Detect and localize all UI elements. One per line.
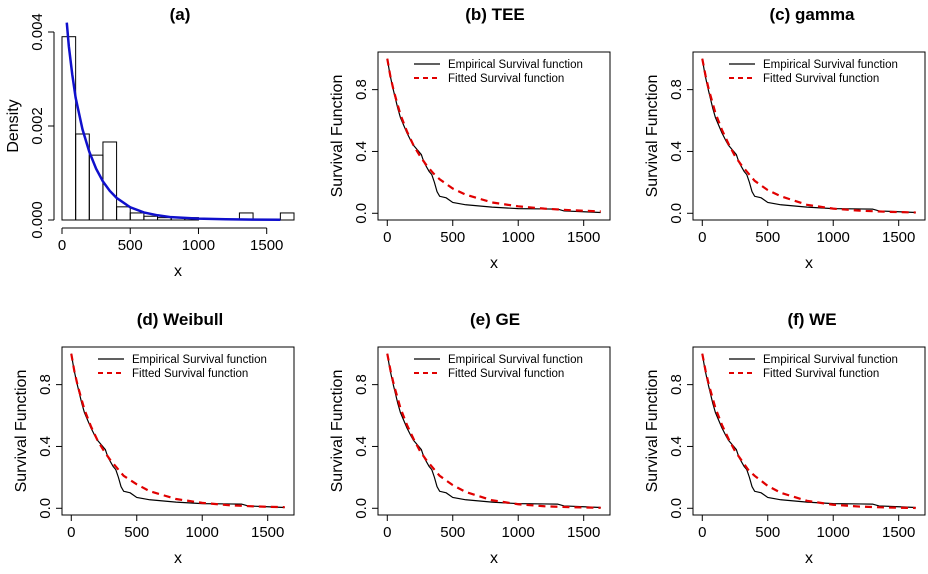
fitted-survival-line [70,353,285,509]
panel-title: (a) [170,5,191,24]
y-tick-label: 0.0 [37,498,54,519]
y-tick-label: 0.002 [29,107,46,145]
x-tick-label: 500 [440,229,465,246]
plot-box [692,51,926,221]
empirical-survival-line [386,353,601,509]
y-tick-label: 0.0 [353,498,370,519]
histogram-bar [61,36,77,221]
plot-box [61,346,295,516]
legend-entry: Fitted Survival function [763,368,879,380]
legend-entry: Empirical Survival function [448,59,583,71]
x-tick-label: 500 [755,524,780,541]
x-axis-label: x [805,550,813,567]
x-tick-label: 500 [755,229,780,246]
x-axis-label: x [805,255,813,272]
panel-title: (d) Weibull [137,310,224,329]
y-tick-label: 0.0 [668,498,685,519]
x-tick-label: 1500 [251,524,284,541]
y-axis-label: Survival Function [644,370,661,493]
x-tick-label: 0 [383,524,391,541]
density-curve [65,22,281,222]
fitted-survival-line [386,58,601,213]
y-axis-label: Density [5,99,22,152]
x-tick-label: 0 [698,524,706,541]
panel-e: (e) GE 0 500 1000 1500 0.0 0.4 0.8 x Survival Fun… [329,310,611,567]
panel-title: (f) WE [787,310,836,329]
legend-entry: Fitted Survival function [448,368,564,380]
legend-entry: Empirical Survival function [763,354,898,366]
x-tick-label: 1500 [567,229,600,246]
x-tick-label: 1000 [502,229,535,246]
plot-box [377,51,611,221]
y-axis-label: Survival Function [329,75,346,198]
panel-d: (d) Weibull 0 500 1000 1500 0.0 0.4 0.8 x Surviva… [13,310,295,567]
x-tick-label: 1500 [882,524,915,541]
y-tick-label: 0.4 [353,436,370,457]
y-tick-label: 0.004 [29,13,46,51]
x-tick-label: 500 [440,524,465,541]
y-axis-label: Survival Function [329,370,346,493]
legend-entry: Empirical Survival function [448,354,583,366]
histogram-bar [143,215,159,221]
y-tick-label: 0.0 [668,203,685,224]
legend-entry: Fitted Survival function [763,73,879,85]
y-tick-label: 0.4 [37,436,54,457]
x-tick-label: 1000 [182,237,215,254]
legend-entry: Empirical Survival function [763,59,898,71]
histogram-bar [279,212,295,221]
x-tick-label: 1000 [817,524,850,541]
x-tick-label: 1000 [502,524,535,541]
x-axis-label: x [174,550,182,567]
empirical-survival-line [701,353,916,509]
y-tick-label: 0.0 [353,203,370,224]
x-axis-label: x [174,263,182,280]
x-tick-label: 1000 [817,229,850,246]
empirical-survival-line [386,58,601,214]
panel-b: (b) TEE 0 500 1000 1500 0.0 0.4 0.8 x Survival Fu… [329,5,611,272]
plot-box [377,346,611,516]
x-tick-label: 500 [118,237,143,254]
y-tick-label: 0.8 [668,374,685,395]
x-axis-label: x [490,255,498,272]
y-axis-label: Survival Function [13,370,30,493]
x-tick-label: 0 [67,524,75,541]
panel-f: (f) WE 0 500 1000 1500 0.0 0.4 0.8 x Survival Fun… [644,310,926,567]
panel-title: (e) GE [470,310,520,329]
fitted-survival-line [701,353,916,510]
histogram-bar [102,141,118,221]
histogram-bar [88,154,104,221]
legend-entry: Fitted Survival function [132,368,248,380]
x-tick-label: 0 [58,237,66,254]
x-tick-label: 1500 [567,524,600,541]
y-tick-label: 0.8 [353,79,370,100]
y-tick-label: 0.8 [37,374,54,395]
fitted-survival-line [386,353,601,509]
x-tick-label: 0 [383,229,391,246]
x-tick-label: 500 [124,524,149,541]
plot-box [692,346,926,516]
legend-entry: Empirical Survival function [132,354,267,366]
y-tick-label: 0.8 [668,79,685,100]
x-tick-label: 0 [698,229,706,246]
histogram-bar [129,212,145,221]
y-tick-label: 0.4 [353,141,370,162]
y-axis-label: Survival Function [644,75,661,198]
y-tick-label: 0.000 [29,201,46,239]
legend-entry: Fitted Survival function [448,73,564,85]
panel-title: (b) TEE [465,5,525,24]
x-axis-label: x [490,550,498,567]
x-tick-label: 1500 [250,237,283,254]
histogram-bar [116,206,131,221]
x-tick-label: 1000 [186,524,219,541]
fitted-survival-line [701,58,916,214]
panel-c: (c) gamma 0 500 1000 1500 0.0 0.4 0.8 x Survival … [644,5,926,272]
panel-a: (a) 0 500 1000 1500 0.000 0.002 0.004 x Density [5,5,295,280]
y-tick-label: 0.4 [668,141,685,162]
x-tick-label: 1500 [882,229,915,246]
panel-title: (c) gamma [769,5,855,24]
y-tick-label: 0.4 [668,436,685,457]
y-tick-label: 0.8 [353,374,370,395]
